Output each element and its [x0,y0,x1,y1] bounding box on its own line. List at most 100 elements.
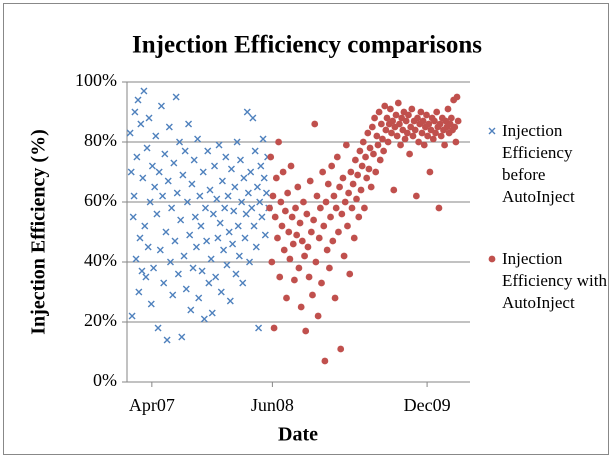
data-point [186,231,194,239]
data-point [183,198,191,206]
data-point [354,171,362,179]
data-point [412,192,420,200]
data-point [309,291,316,299]
data-point [436,120,444,128]
data-point [189,264,197,272]
data-point [197,222,205,230]
data-point [322,198,330,206]
x-tick-label: Dec09 [404,395,451,415]
data-point [424,132,432,140]
data-point [409,132,417,140]
data-point [150,264,158,272]
data-point [346,270,354,278]
data-point [372,168,380,176]
data-point [366,144,374,152]
y-axis-title: Injection Efficiency (%) [28,129,50,335]
legend-marker [488,127,496,135]
data-point [348,204,356,212]
y-tick-label: 100% [75,70,117,90]
data-point [227,165,235,173]
data-point [426,168,434,176]
data-point [259,135,267,143]
data-point [260,174,268,182]
data-point [417,108,425,116]
data-point [332,204,340,212]
data-point [135,288,143,296]
data-point [258,213,266,221]
data-point [203,237,211,245]
data-point [453,93,461,101]
data-point [181,147,189,155]
data-point [403,129,411,137]
data-point [244,189,252,197]
data-point [362,153,369,161]
x-axis-title: Date [278,424,318,446]
data-point [269,192,277,200]
data-point [353,195,360,203]
data-point [159,192,167,200]
data-point [312,258,320,266]
data-point [137,120,145,128]
data-point [396,120,403,128]
data-point [435,204,443,212]
data-point [164,177,172,185]
data-point [146,198,154,206]
data-point [220,246,228,254]
data-point [157,102,165,110]
data-point [188,180,196,188]
data-point [306,177,314,185]
data-point [304,243,312,251]
data-point [250,222,258,230]
data-point [138,267,146,275]
data-point [377,120,385,128]
data-point [401,135,409,143]
data-point [234,222,242,230]
data-point [323,246,331,254]
data-point [179,171,187,179]
data-point [371,114,378,122]
data-point [441,141,448,149]
data-point [301,252,308,260]
data-point [294,183,302,191]
data-point [253,183,261,191]
data-point [192,243,200,251]
data-point [169,291,177,299]
data-point [247,168,255,176]
data-point [431,117,438,125]
data-point [433,108,441,116]
data-point [356,147,364,155]
data-point [388,129,395,137]
data-point [240,174,248,182]
data-point [429,135,437,143]
data-point [148,162,156,170]
data-point [205,279,213,287]
data-point [381,102,389,110]
data-point [162,228,170,236]
data-point [286,255,294,263]
data-point [291,276,298,284]
data-point [287,162,295,170]
data-point [281,207,289,215]
data-point [319,168,327,176]
data-point [315,234,323,242]
data-point [313,192,321,200]
data-point [331,294,339,302]
data-point [297,303,305,311]
data-point [321,357,329,365]
chart-border [3,3,609,455]
data-point [358,162,366,170]
data-point [447,114,455,122]
data-point [270,324,278,332]
data-point [252,243,260,251]
data-point [213,195,221,203]
data-point [182,285,190,293]
data-point [185,120,193,128]
data-point [437,132,445,140]
data-point [293,231,301,239]
data-point [418,129,426,137]
data-point [316,204,324,212]
data-point [423,111,430,119]
data-point [302,327,310,335]
data-point [127,168,135,176]
